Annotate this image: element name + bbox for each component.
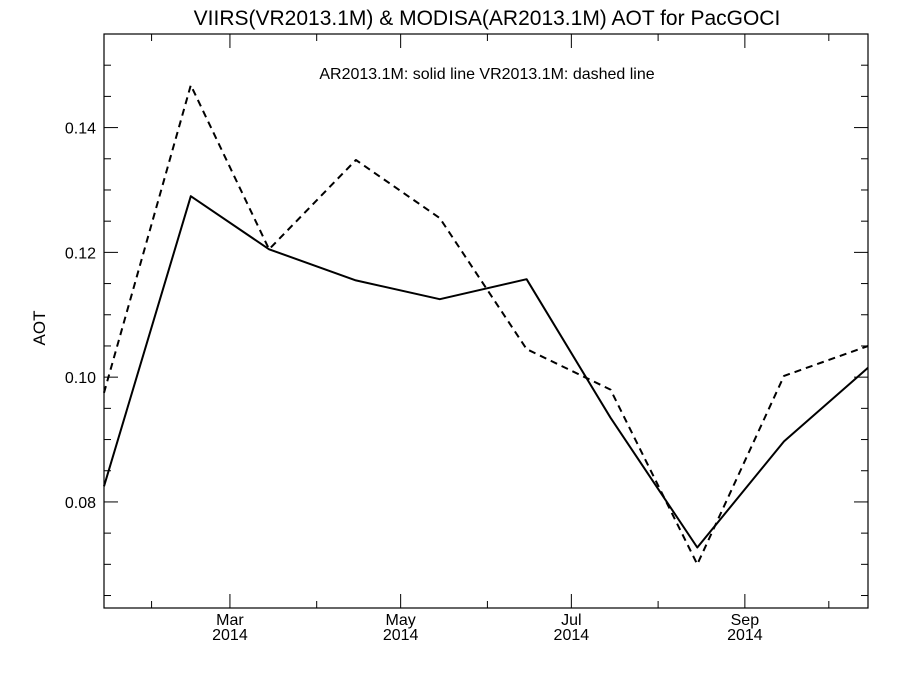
x-tick-label-year: 2014 — [212, 627, 248, 644]
y-tick-label: 0.14 — [65, 121, 96, 138]
x-tick-label-month: Sep — [731, 612, 760, 629]
x-tick-label-year: 2014 — [727, 627, 763, 644]
y-tick-label: 0.10 — [65, 370, 96, 387]
x-tick-label-month: Mar — [216, 612, 244, 629]
chart-title: VIIRS(VR2013.1M) & MODISA(AR2013.1M) AOT… — [194, 7, 781, 30]
line-style-annotation: AR2013.1M: solid line VR2013.1M: dashed … — [319, 66, 654, 83]
series-line-vr2013-1m — [103, 84, 869, 566]
x-tick-label-year: 2014 — [383, 627, 419, 644]
y-tick-label: 0.08 — [65, 495, 96, 512]
plot-frame — [103, 33, 869, 609]
x-tick-label-month: May — [386, 612, 416, 629]
y-tick-label: 0.12 — [65, 245, 96, 262]
x-tick-label-month: Jul — [561, 612, 581, 629]
series-line-ar2013-1m — [103, 195, 869, 549]
y-axis-label: AOT — [30, 311, 49, 346]
x-tick-label-year: 2014 — [554, 627, 590, 644]
